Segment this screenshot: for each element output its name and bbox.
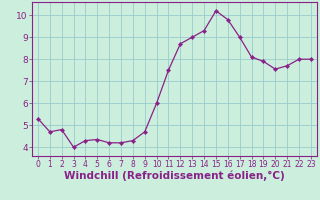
X-axis label: Windchill (Refroidissement éolien,°C): Windchill (Refroidissement éolien,°C) xyxy=(64,171,285,181)
